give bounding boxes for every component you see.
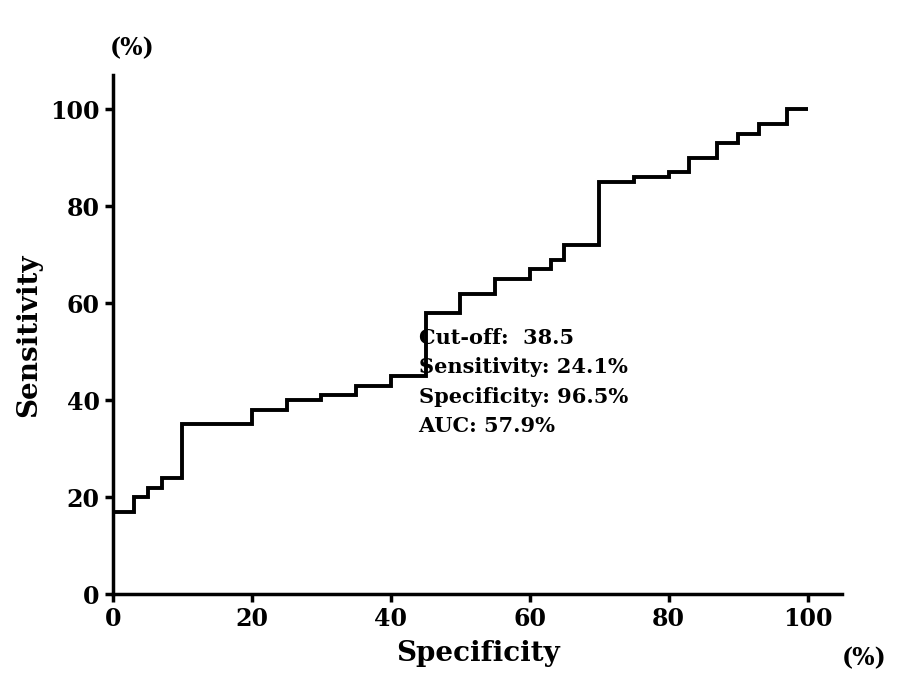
Y-axis label: Sensitivity: Sensitivity [15,253,42,416]
X-axis label: Specificity: Specificity [396,640,559,667]
Text: Cut-off:  38.5
Sensitivity: 24.1%
Specificity: 96.5%
AUC: 57.9%: Cut-off: 38.5 Sensitivity: 24.1% Specifi… [419,327,628,436]
Text: (%): (%) [842,646,887,670]
Text: (%): (%) [109,36,154,60]
